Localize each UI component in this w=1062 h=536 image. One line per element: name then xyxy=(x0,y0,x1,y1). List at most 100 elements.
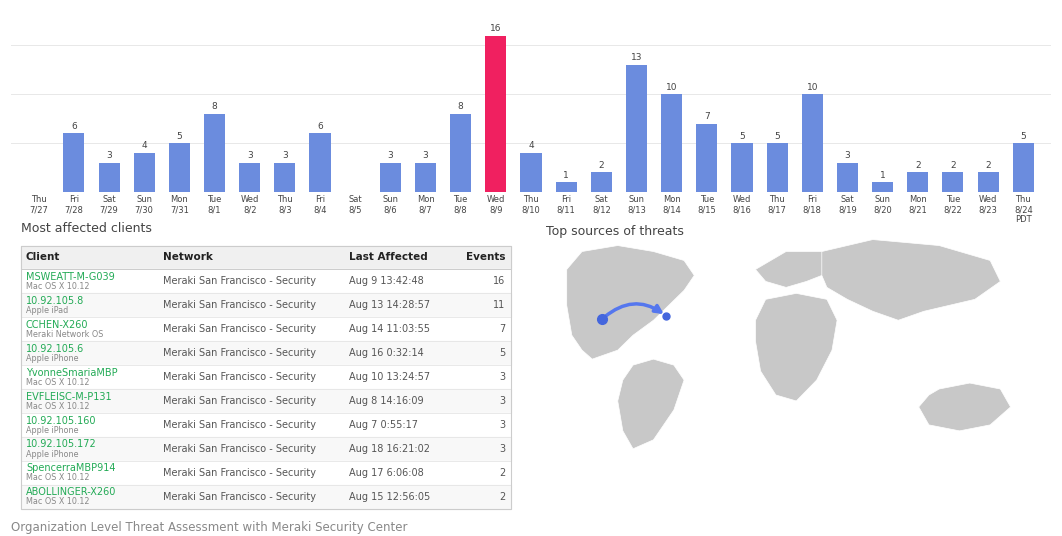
Bar xyxy=(450,114,472,192)
Bar xyxy=(485,35,507,192)
Bar xyxy=(21,413,511,437)
Text: 3: 3 xyxy=(246,151,253,160)
Text: 3: 3 xyxy=(282,151,288,160)
Text: 2: 2 xyxy=(950,161,956,170)
Text: 7: 7 xyxy=(704,112,709,121)
Text: Top sources of threats: Top sources of threats xyxy=(546,225,684,237)
Text: Aug 9 13:42:48: Aug 9 13:42:48 xyxy=(349,277,424,286)
Text: 3: 3 xyxy=(499,396,506,406)
Text: 2: 2 xyxy=(499,492,506,502)
Text: 10.92.105.6: 10.92.105.6 xyxy=(25,344,84,354)
Text: 8: 8 xyxy=(458,102,463,111)
Polygon shape xyxy=(919,383,1011,431)
Text: Mac OS X 10.12: Mac OS X 10.12 xyxy=(25,497,89,507)
Bar xyxy=(21,270,511,293)
Text: EVFLEISC-M-P131: EVFLEISC-M-P131 xyxy=(25,392,112,401)
Polygon shape xyxy=(618,359,684,449)
Text: Meraki San Francisco - Security: Meraki San Francisco - Security xyxy=(164,324,316,334)
Bar xyxy=(21,293,511,317)
Text: Aug 15 12:56:05: Aug 15 12:56:05 xyxy=(349,492,430,502)
Text: Meraki San Francisco - Security: Meraki San Francisco - Security xyxy=(164,468,316,478)
Text: 16: 16 xyxy=(490,24,501,33)
Bar xyxy=(21,437,511,461)
Bar xyxy=(802,94,823,192)
Text: 4: 4 xyxy=(141,142,147,151)
Text: 3: 3 xyxy=(423,151,428,160)
Text: Meraki San Francisco - Security: Meraki San Francisco - Security xyxy=(164,492,316,502)
Bar xyxy=(21,389,511,413)
Bar xyxy=(977,173,998,192)
Text: Last Affected: Last Affected xyxy=(349,252,428,263)
Text: Meraki San Francisco - Security: Meraki San Francisco - Security xyxy=(164,444,316,454)
Bar xyxy=(732,143,753,192)
Text: Meraki San Francisco - Security: Meraki San Francisco - Security xyxy=(164,372,316,382)
Text: 13: 13 xyxy=(631,54,643,63)
Text: 5: 5 xyxy=(774,132,780,140)
Text: Meraki San Francisco - Security: Meraki San Francisco - Security xyxy=(164,420,316,430)
Text: 3: 3 xyxy=(499,372,506,382)
Text: 3: 3 xyxy=(499,444,506,454)
Text: Apple iPhone: Apple iPhone xyxy=(25,450,79,459)
Text: Mac OS X 10.12: Mac OS X 10.12 xyxy=(25,378,89,387)
Text: Mac OS X 10.12: Mac OS X 10.12 xyxy=(25,402,89,411)
Text: Aug 14 11:03:55: Aug 14 11:03:55 xyxy=(349,324,430,334)
Bar xyxy=(21,245,511,509)
Bar xyxy=(661,94,682,192)
Text: 3: 3 xyxy=(106,151,112,160)
Text: 3: 3 xyxy=(499,420,506,430)
Bar xyxy=(21,485,511,509)
Text: 1: 1 xyxy=(563,170,569,180)
Bar xyxy=(21,461,511,485)
Polygon shape xyxy=(755,251,837,287)
Bar xyxy=(204,114,225,192)
Text: MSWEATT-M-G039: MSWEATT-M-G039 xyxy=(25,272,115,282)
Text: Meraki San Francisco - Security: Meraki San Francisco - Security xyxy=(164,396,316,406)
Text: Mac OS X 10.12: Mac OS X 10.12 xyxy=(25,282,89,291)
Text: Aug 8 14:16:09: Aug 8 14:16:09 xyxy=(349,396,424,406)
Text: YvonneSmariaMBP: YvonneSmariaMBP xyxy=(25,368,118,378)
Bar xyxy=(21,365,511,389)
Text: 8: 8 xyxy=(211,102,218,111)
Text: 5: 5 xyxy=(1021,132,1026,140)
Text: Aug 13 14:28:57: Aug 13 14:28:57 xyxy=(349,300,430,310)
Polygon shape xyxy=(755,293,837,401)
Bar xyxy=(21,341,511,365)
Bar xyxy=(1013,143,1033,192)
Bar xyxy=(21,245,511,270)
Text: Aug 10 13:24:57: Aug 10 13:24:57 xyxy=(349,372,430,382)
Text: Meraki San Francisco - Security: Meraki San Francisco - Security xyxy=(164,348,316,358)
Bar xyxy=(415,162,436,192)
Text: 2: 2 xyxy=(915,161,921,170)
Bar xyxy=(942,173,963,192)
Text: Events: Events xyxy=(466,252,506,263)
Bar xyxy=(907,173,928,192)
Bar xyxy=(239,162,260,192)
Bar xyxy=(64,133,85,192)
Text: Aug 18 16:21:02: Aug 18 16:21:02 xyxy=(349,444,430,454)
Text: Meraki Network OS: Meraki Network OS xyxy=(25,330,103,339)
Text: 3: 3 xyxy=(844,151,851,160)
Text: 10.92.105.160: 10.92.105.160 xyxy=(25,415,97,426)
Text: Client: Client xyxy=(25,252,61,263)
Bar xyxy=(380,162,400,192)
Text: 5: 5 xyxy=(176,132,183,140)
Text: Meraki San Francisco - Security: Meraki San Francisco - Security xyxy=(164,300,316,310)
Text: 7: 7 xyxy=(499,324,506,334)
Bar xyxy=(309,133,330,192)
Text: Apple iPhone: Apple iPhone xyxy=(25,426,79,435)
Bar xyxy=(169,143,190,192)
Text: 2: 2 xyxy=(599,161,604,170)
Text: 10.92.105.172: 10.92.105.172 xyxy=(25,440,97,450)
Bar xyxy=(697,123,717,192)
Bar xyxy=(837,162,858,192)
Text: 11: 11 xyxy=(493,300,506,310)
Text: 6: 6 xyxy=(71,122,76,131)
Bar xyxy=(134,153,155,192)
Text: Organization Level Threat Assessment with Meraki Security Center: Organization Level Threat Assessment wit… xyxy=(11,522,407,534)
Text: 5: 5 xyxy=(739,132,744,140)
Bar xyxy=(767,143,788,192)
Text: 10.92.105.8: 10.92.105.8 xyxy=(25,296,84,306)
Text: ABOLLINGER-X260: ABOLLINGER-X260 xyxy=(25,487,117,497)
Bar xyxy=(626,65,647,192)
Bar xyxy=(872,182,893,192)
